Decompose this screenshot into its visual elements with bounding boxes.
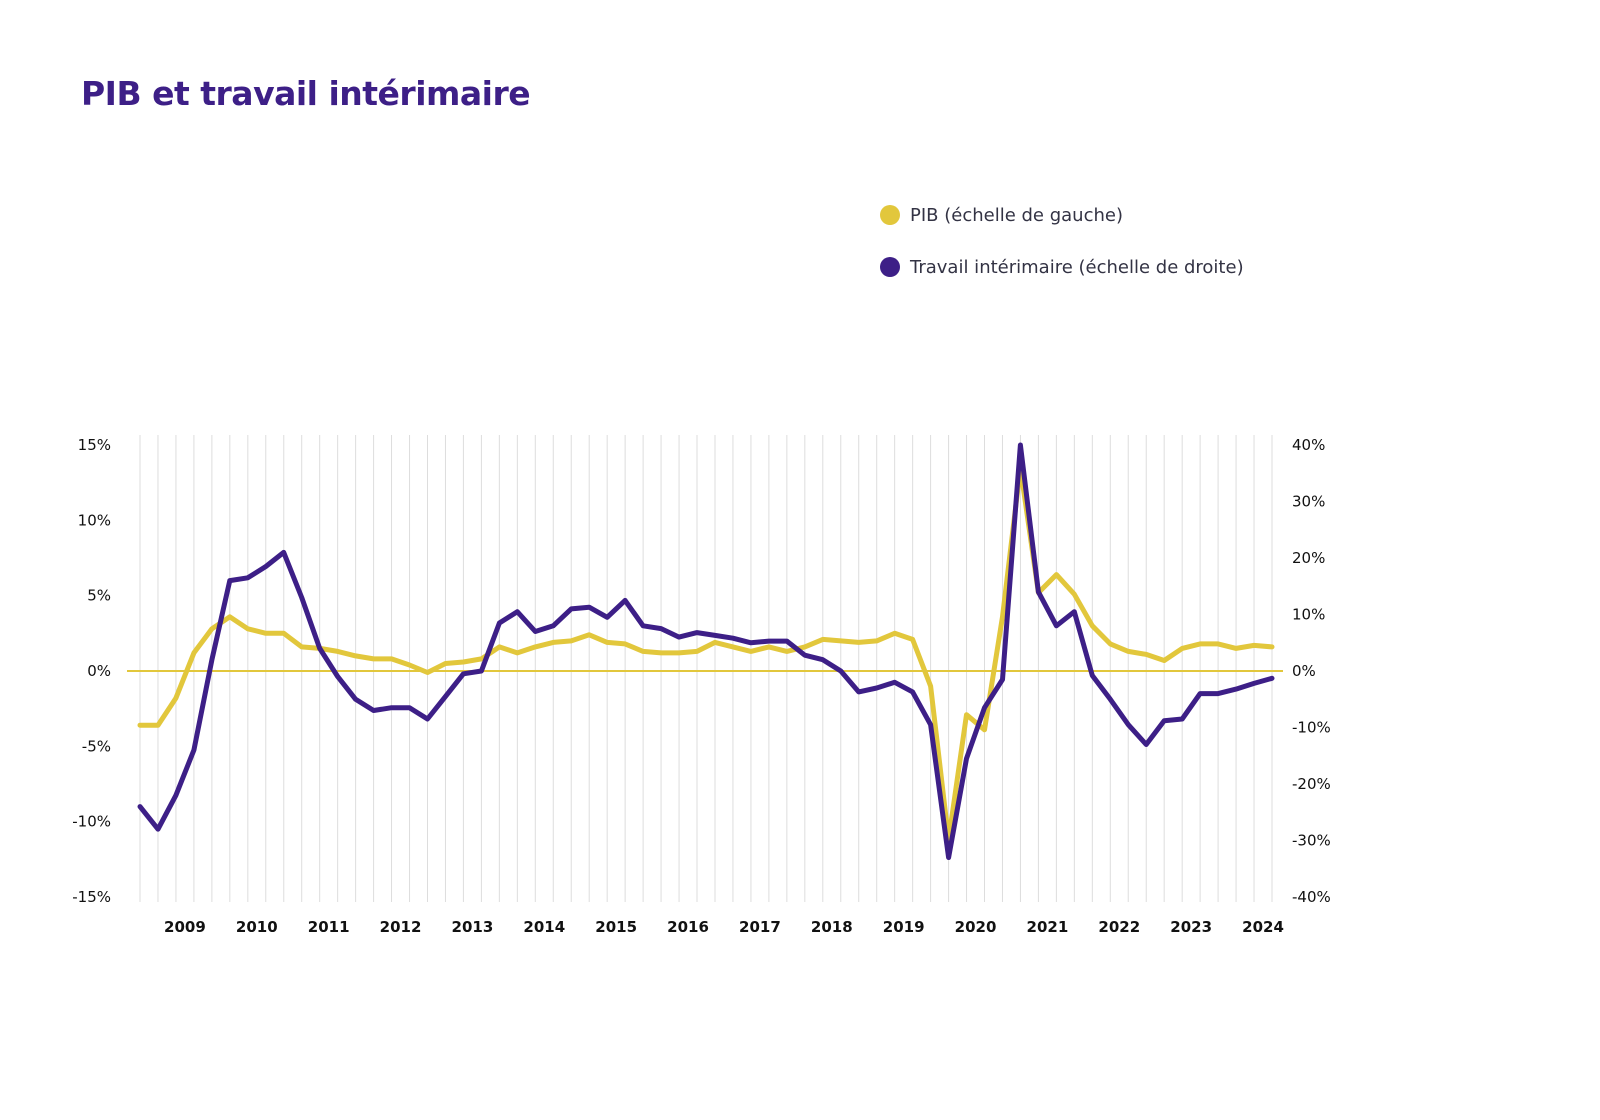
y-right-tick-label: 0% [1292,662,1316,680]
x-tick-label: 2009 [164,918,206,936]
x-tick-label: 2022 [1098,918,1140,936]
legend-label-pib: PIB (échelle de gauche) [910,204,1123,226]
x-tick-label: 2021 [1027,918,1069,936]
y-left-tick-label: 15% [78,436,111,454]
series-layer [137,442,1275,860]
legend-label-interim: Travail intérimaire (échelle de droite) [910,256,1244,278]
x-axis: 2009 2010 2011 2012 2013 2014 2015 2016 2017 2018… [164,918,1284,936]
x-tick-label: 2018 [811,918,853,936]
x-tick-label: 2015 [595,918,637,936]
x-tick-label: 2020 [955,918,997,936]
chart-title: PIB et travail intérimaire [81,74,531,113]
series-line-interim [137,442,1275,860]
y-right-tick-label: -30% [1292,832,1331,850]
y-right-tick-label: -10% [1292,719,1331,737]
legend: PIB (échelle de gauche) Travail intérima… [880,200,1244,304]
x-tick-label: 2017 [739,918,781,936]
y-left-tick-label: -5% [82,737,111,755]
x-tick-label: 2014 [523,918,565,936]
x-tick-label: 2012 [380,918,422,936]
legend-dot-pib [880,205,900,225]
x-tick-label: 2011 [308,918,350,936]
y-left-tick-label: 10% [78,511,111,529]
right-axis: -40% -30% -20% -10% 0% 10% 20% 30% 40% [1292,436,1331,906]
y-left-tick-label: 5% [87,587,111,605]
x-tick-label: 2024 [1242,918,1284,936]
y-right-tick-label: 30% [1292,493,1325,511]
x-tick-label: 2016 [667,918,709,936]
x-tick-label: 2019 [883,918,925,936]
x-tick-label: 2023 [1170,918,1212,936]
y-right-tick-label: 10% [1292,606,1325,624]
y-right-tick-label: 20% [1292,549,1325,567]
y-right-tick-label: -40% [1292,888,1331,906]
legend-dot-interim [880,257,900,277]
legend-item-pib: PIB (échelle de gauche) [880,200,1244,230]
y-right-tick-label: 40% [1292,436,1325,454]
y-left-tick-label: -15% [72,888,111,906]
x-tick-label: 2010 [236,918,278,936]
grid-layer [139,435,1273,902]
series-line-pib [137,465,1275,843]
y-right-tick-label: -20% [1292,775,1331,793]
y-left-tick-label: -10% [72,813,111,831]
legend-item-interim: Travail intérimaire (échelle de droite) [880,252,1244,282]
left-axis: -15% -10% -5% 0% 5% 10% 15% [72,436,111,906]
x-tick-label: 2013 [452,918,494,936]
y-left-tick-label: 0% [87,662,111,680]
